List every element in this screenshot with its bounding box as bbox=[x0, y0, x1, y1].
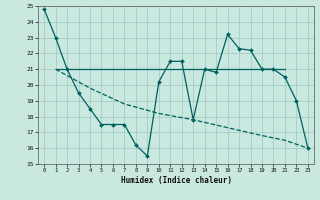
X-axis label: Humidex (Indice chaleur): Humidex (Indice chaleur) bbox=[121, 176, 231, 185]
